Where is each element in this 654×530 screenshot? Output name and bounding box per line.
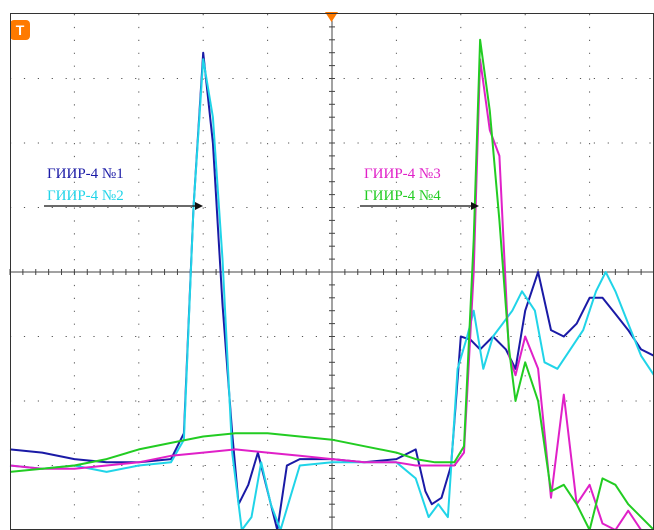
annotation-right: ГИИР-4 №3 ГИИР-4 №4 xyxy=(360,166,479,210)
arrow-left-head xyxy=(195,202,203,210)
arrow-right-head xyxy=(471,202,479,210)
annotation-left: ГИИР-4 №1 ГИИР-4 №2 xyxy=(44,166,203,210)
series-layer xyxy=(9,38,654,530)
label-ch3: ГИИР-4 №3 xyxy=(364,166,441,182)
trigger-label: T xyxy=(16,22,25,38)
label-ch1: ГИИР-4 №1 xyxy=(47,166,124,182)
trigger-badge xyxy=(10,20,30,40)
label-ch2: ГИИР-4 №2 xyxy=(47,188,124,204)
trigger-position-icon xyxy=(325,12,338,22)
label-ch4: ГИИР-4 №4 xyxy=(364,188,441,204)
trace-ch2 xyxy=(9,58,654,530)
trigger-marker: T xyxy=(10,20,30,40)
trace-ch4 xyxy=(9,38,654,530)
